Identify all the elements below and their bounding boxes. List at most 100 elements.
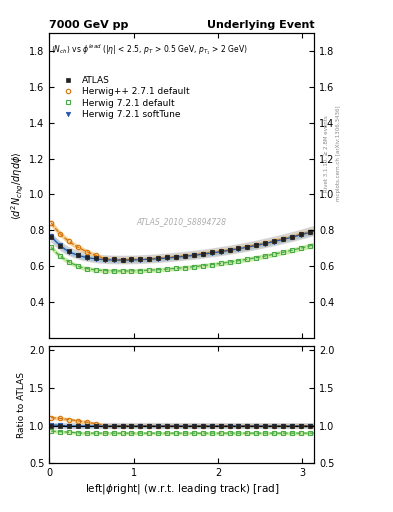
Text: $\langle N_{ch}\rangle$ vs $\phi^{lead}$ ($|\eta|$ < 2.5, $p_T$ > 0.5 GeV, $p_{T: $\langle N_{ch}\rangle$ vs $\phi^{lead}$… — [51, 42, 248, 57]
Herwig 7.2.1 default — [111, 268, 116, 274]
ATLAS — [58, 243, 62, 249]
Herwig 7.2.1 softTune — [138, 257, 143, 263]
Herwig 7.2.1 softTune — [129, 257, 134, 263]
Herwig 7.2.1 softTune — [174, 254, 178, 260]
ATLAS — [281, 236, 285, 242]
Line: Herwig 7.2.1 default: Herwig 7.2.1 default — [49, 244, 312, 273]
Herwig 7.2.1 default — [299, 245, 303, 251]
Herwig 7.2.1 default — [236, 258, 241, 264]
Herwig 7.2.1 softTune — [200, 251, 205, 258]
Herwig 7.2.1 default — [281, 249, 285, 255]
Herwig 7.2.1 softTune — [94, 256, 98, 262]
Legend: ATLAS, Herwig++ 2.7.1 default, Herwig 7.2.1 default, Herwig 7.2.1 softTune: ATLAS, Herwig++ 2.7.1 default, Herwig 7.… — [56, 74, 191, 121]
Herwig 7.2.1 default — [218, 260, 223, 266]
ATLAS — [183, 253, 187, 259]
Herwig++ 2.7.1 default — [94, 252, 98, 259]
Herwig 7.2.1 default — [174, 265, 178, 271]
Herwig 7.2.1 softTune — [183, 253, 187, 260]
Herwig 7.2.1 softTune — [111, 257, 116, 263]
Herwig 7.2.1 softTune — [147, 256, 152, 262]
X-axis label: left$|\phi$right$|$ (w.r.t. leading track) [rad]: left$|\phi$right$|$ (w.r.t. leading trac… — [84, 482, 279, 497]
ATLAS — [67, 248, 72, 254]
Line: Herwig++ 2.7.1 default: Herwig++ 2.7.1 default — [49, 221, 312, 262]
Herwig 7.2.1 default — [147, 267, 152, 273]
ATLAS — [263, 240, 268, 246]
ATLAS — [200, 250, 205, 257]
Herwig++ 2.7.1 default — [58, 230, 62, 237]
Herwig++ 2.7.1 default — [263, 240, 268, 246]
Herwig 7.2.1 default — [165, 266, 169, 272]
Text: mcplots.cern.ch [arXiv:1306.3436]: mcplots.cern.ch [arXiv:1306.3436] — [336, 106, 341, 201]
Herwig 7.2.1 softTune — [227, 247, 232, 253]
ATLAS — [227, 247, 232, 253]
Herwig++ 2.7.1 default — [147, 255, 152, 262]
Herwig++ 2.7.1 default — [281, 236, 285, 242]
Herwig 7.2.1 default — [129, 268, 134, 274]
Herwig 7.2.1 default — [272, 251, 277, 257]
Herwig++ 2.7.1 default — [299, 231, 303, 237]
Herwig 7.2.1 default — [138, 267, 143, 273]
Herwig 7.2.1 softTune — [254, 242, 259, 248]
ATLAS — [290, 233, 294, 240]
Herwig 7.2.1 default — [263, 253, 268, 259]
Y-axis label: Ratio to ATLAS: Ratio to ATLAS — [17, 372, 26, 438]
ATLAS — [174, 253, 178, 260]
Herwig 7.2.1 default — [183, 265, 187, 271]
Herwig 7.2.1 softTune — [281, 237, 285, 243]
Y-axis label: $\langle d^2 N_{chg}/d\eta d\phi \rangle$: $\langle d^2 N_{chg}/d\eta d\phi \rangle… — [10, 151, 26, 220]
Herwig 7.2.1 softTune — [290, 234, 294, 240]
ATLAS — [75, 251, 80, 258]
Herwig 7.2.1 softTune — [120, 257, 125, 263]
Herwig 7.2.1 default — [156, 267, 161, 273]
ATLAS — [84, 254, 89, 260]
ATLAS — [129, 257, 134, 263]
Herwig++ 2.7.1 default — [236, 245, 241, 251]
Herwig 7.2.1 softTune — [165, 255, 169, 261]
Herwig 7.2.1 softTune — [218, 249, 223, 255]
Herwig++ 2.7.1 default — [129, 257, 134, 263]
Herwig 7.2.1 softTune — [307, 229, 312, 236]
ATLAS — [254, 242, 259, 248]
ATLAS — [307, 228, 312, 234]
Herwig 7.2.1 softTune — [245, 244, 250, 250]
Herwig 7.2.1 default — [94, 267, 98, 273]
Herwig++ 2.7.1 default — [245, 244, 250, 250]
Herwig++ 2.7.1 default — [156, 255, 161, 261]
Herwig++ 2.7.1 default — [254, 242, 259, 248]
Line: Herwig 7.2.1 softTune: Herwig 7.2.1 softTune — [49, 230, 312, 262]
ATLAS — [236, 245, 241, 251]
Herwig++ 2.7.1 default — [209, 249, 214, 255]
Herwig 7.2.1 softTune — [84, 254, 89, 261]
Text: Rivet 3.1.10, ≥ 2.8M events: Rivet 3.1.10, ≥ 2.8M events — [324, 115, 329, 192]
Herwig 7.2.1 default — [200, 263, 205, 269]
ATLAS — [218, 248, 223, 254]
ATLAS — [120, 257, 125, 263]
Herwig 7.2.1 softTune — [236, 246, 241, 252]
Herwig++ 2.7.1 default — [307, 228, 312, 234]
Herwig 7.2.1 softTune — [67, 249, 72, 255]
Herwig++ 2.7.1 default — [67, 238, 72, 244]
Herwig++ 2.7.1 default — [272, 238, 277, 244]
ATLAS — [49, 234, 53, 241]
Herwig 7.2.1 softTune — [75, 252, 80, 259]
Herwig 7.2.1 softTune — [156, 255, 161, 262]
ATLAS — [209, 249, 214, 255]
Herwig 7.2.1 default — [307, 243, 312, 249]
Herwig 7.2.1 default — [75, 263, 80, 269]
Herwig 7.2.1 default — [227, 259, 232, 265]
Herwig 7.2.1 softTune — [209, 250, 214, 256]
ATLAS — [102, 256, 107, 262]
ATLAS — [156, 255, 161, 261]
Herwig 7.2.1 default — [120, 268, 125, 274]
ATLAS — [299, 231, 303, 237]
Herwig 7.2.1 softTune — [263, 241, 268, 247]
Herwig 7.2.1 default — [49, 244, 53, 250]
Herwig 7.2.1 softTune — [272, 239, 277, 245]
Herwig++ 2.7.1 default — [200, 250, 205, 257]
Herwig 7.2.1 default — [102, 267, 107, 273]
ATLAS — [272, 238, 277, 244]
Herwig++ 2.7.1 default — [75, 244, 80, 250]
Herwig 7.2.1 default — [209, 262, 214, 268]
Herwig 7.2.1 default — [254, 254, 259, 261]
Herwig 7.2.1 default — [67, 259, 72, 265]
